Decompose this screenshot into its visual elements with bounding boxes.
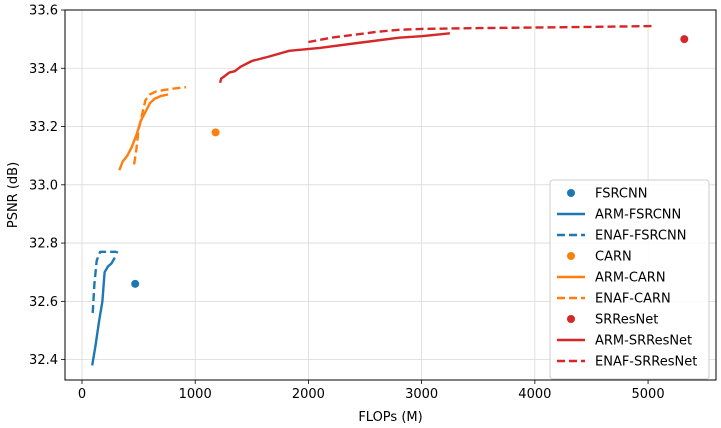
y-tick-label: 33.0 [29, 178, 58, 193]
legend-label-arm-fsrcnn: ARM-FSRCNN [595, 208, 681, 223]
line-enaf-fsrcnn [91, 250, 120, 314]
legend-marker-carn [567, 252, 575, 260]
y-tick-label: 32.4 [29, 353, 58, 368]
legend-marker-fsrcnn [567, 189, 575, 197]
point-fsrcnn [131, 279, 140, 288]
line-arm-srresnet [218, 32, 451, 84]
line-arm-carn [118, 93, 169, 171]
legend-label-arm-srresnet: ARM-SRResNet [595, 334, 692, 349]
legend-label-enaf-carn: ENAF-CARN [595, 292, 671, 307]
x-tick-label: 1000 [179, 387, 212, 402]
legend-label-carn: CARN [595, 250, 632, 265]
legend-label-enaf-srresnet: ENAF-SRResNet [595, 355, 697, 370]
y-tick-label: 33.4 [29, 62, 58, 77]
y-tick-label: 32.6 [29, 295, 58, 310]
x-tick-label: 0 [78, 387, 86, 402]
legend-label-enaf-fsrcnn: ENAF-FSRCNN [595, 229, 686, 244]
legend-box [549, 179, 710, 380]
x-tick-label: 3000 [405, 387, 438, 402]
y-axis-label: PSNR (dB) [6, 162, 21, 228]
legend-label-srresnet: SRResNet [595, 313, 658, 328]
point-srresnet [680, 35, 689, 44]
line-enaf-carn [132, 86, 187, 165]
axis-ticks: 0 1000 2000 3000 4000 5000 32.4 32.6 32.8 33.0 33.… [29, 4, 665, 403]
point-carn [211, 128, 220, 137]
data-series [91, 24, 689, 366]
legend: FSRCNN ARM-FSRCNN ENAF-FSRCNN CARN ARM-CARN E… [549, 179, 710, 380]
y-tick-label: 33.6 [29, 4, 58, 19]
legend-marker-srresnet [567, 315, 575, 323]
x-tick-label: 2000 [292, 387, 325, 402]
x-tick-label: 5000 [632, 387, 665, 402]
legend-label-fsrcnn: FSRCNN [595, 187, 647, 202]
legend-label-arm-carn: ARM-CARN [595, 271, 666, 286]
x-axis-label: FLOPs (M) [358, 410, 422, 425]
x-tick-label: 4000 [518, 387, 551, 402]
plot-frame [64, 9, 717, 381]
line-enaf-srresnet [308, 24, 655, 44]
line-arm-fsrcnn [91, 257, 116, 366]
y-tick-label: 33.2 [29, 120, 58, 135]
y-tick-label: 32.8 [29, 237, 58, 252]
